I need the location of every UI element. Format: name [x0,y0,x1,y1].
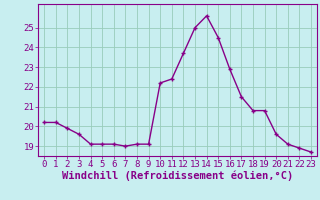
X-axis label: Windchill (Refroidissement éolien,°C): Windchill (Refroidissement éolien,°C) [62,171,293,181]
